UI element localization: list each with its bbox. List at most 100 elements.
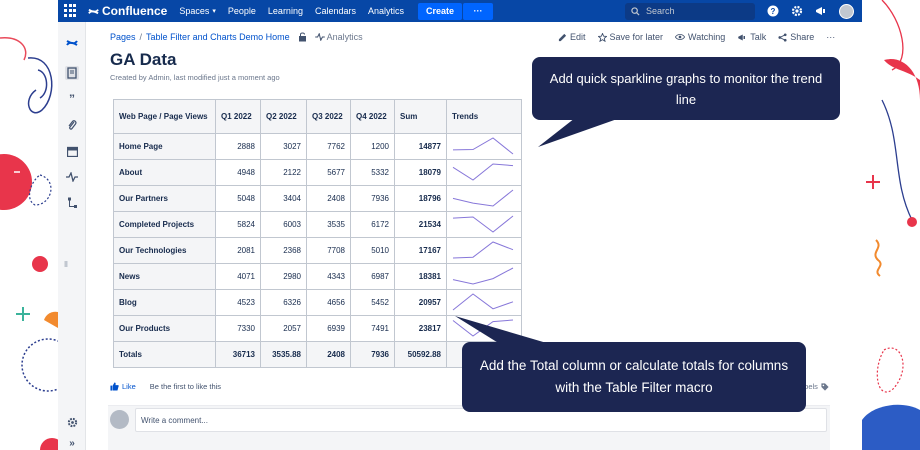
like-prompt: Be the first to like this [149, 382, 222, 391]
more-actions-button[interactable]: ··· [826, 32, 836, 42]
cell-sum: 20957 [394, 289, 447, 316]
save-for-later-button[interactable]: Save for later [597, 32, 664, 42]
sparkline-line [452, 162, 514, 181]
sparkline [452, 189, 514, 207]
nav-people[interactable]: People [227, 6, 256, 16]
help-icon[interactable]: ? [767, 5, 779, 17]
nav-learning[interactable]: Learning [267, 6, 303, 16]
cell-q1: 5048 [215, 185, 261, 212]
breadcrumb-pages[interactable]: Pages [110, 32, 136, 42]
column-header-q3[interactable]: Q3 2022 [306, 99, 351, 134]
cell-q1: 5824 [215, 211, 261, 238]
tag-icon [821, 382, 829, 391]
left-sidebar: ” ‖ » [58, 22, 86, 450]
sparkline-line [452, 215, 514, 233]
cell-q1: 4071 [215, 263, 261, 290]
trend-cell [446, 211, 522, 238]
row-page-name: Our Technologies [113, 237, 216, 264]
restrictions-lock-icon[interactable] [298, 32, 307, 42]
row-page-name: Blog [113, 289, 216, 316]
row-page-name: Our Partners [113, 185, 216, 212]
app-switcher-icon[interactable] [64, 4, 78, 18]
edit-button[interactable]: Edit [558, 32, 586, 42]
trend-cell [446, 289, 522, 316]
svg-text:?: ? [771, 7, 776, 16]
share-label: Share [790, 32, 815, 42]
confluence-logo-icon [88, 8, 99, 14]
sparkline [452, 267, 514, 285]
eye-icon [675, 34, 686, 40]
cell-q4: 7936 [350, 185, 395, 212]
sparkline [452, 292, 514, 310]
column-header-sum[interactable]: Sum [394, 99, 447, 134]
column-header-q2[interactable]: Q2 2022 [260, 99, 307, 134]
row-page-name: Our Products [113, 315, 216, 342]
confluence-home-icon[interactable] [65, 36, 79, 50]
row-page-name: About [113, 159, 216, 186]
search-input[interactable]: Search [625, 2, 755, 20]
nav-analytics[interactable]: Analytics [367, 6, 404, 16]
create-more-button[interactable]: ··· [463, 2, 494, 20]
blog-quote-icon[interactable]: ” [69, 92, 75, 106]
labels-link[interactable]: abels [800, 382, 829, 391]
analytics-pulse-icon[interactable] [65, 170, 79, 184]
cell-q3: 3535 [306, 211, 351, 238]
sparkline [452, 240, 514, 258]
sidebar-settings-gear-icon[interactable] [65, 415, 79, 429]
calendar-icon[interactable] [65, 144, 79, 158]
settings-gear-icon[interactable] [791, 5, 803, 17]
save-for-later-label: Save for later [609, 32, 664, 42]
chevron-down-icon: ▾ [212, 8, 216, 15]
totals-row: Totals 36713 3535.88 2408 7936 50592.88 [113, 341, 522, 368]
attachments-paperclip-icon[interactable] [65, 118, 79, 132]
totals-label: Totals [113, 341, 216, 368]
sparkline-line [452, 136, 514, 154]
cell-q4: 5332 [350, 159, 395, 186]
row-page-name: News [113, 263, 216, 290]
breadcrumb-parent-page[interactable]: Table Filter and Charts Demo Home [146, 32, 290, 42]
row-page-name: Home Page [113, 133, 216, 160]
cell-q2: 3027 [260, 133, 307, 160]
cell-q2: 2122 [260, 159, 307, 186]
like-button[interactable]: Like [110, 382, 136, 391]
watching-button[interactable]: Watching [675, 32, 725, 42]
talk-button[interactable]: Talk [737, 32, 766, 42]
cell-sum: 18079 [394, 159, 447, 186]
cell-q3: 4343 [306, 263, 351, 290]
column-header-q1[interactable]: Q1 2022 [215, 99, 261, 134]
hierarchy-tree-icon[interactable] [65, 196, 79, 210]
cell-q3: 6939 [306, 315, 351, 342]
pencil-icon [558, 33, 567, 41]
column-header-page[interactable]: Web Page / Page Views [113, 99, 216, 134]
cell-q1: 4948 [215, 159, 261, 186]
table-row: Blog 4523 6326 4656 5452 20957 [113, 289, 522, 316]
share-button[interactable]: Share [778, 32, 814, 42]
search-placeholder: Search [646, 6, 675, 16]
notifications-megaphone-icon[interactable] [815, 5, 827, 17]
analytics-link[interactable]: Analytics [314, 32, 363, 42]
trend-cell [446, 315, 522, 342]
confluence-logo[interactable]: Confluence [88, 4, 167, 18]
cell-q4: 5010 [350, 237, 395, 264]
sparkline-line [452, 189, 514, 207]
pages-icon[interactable] [65, 66, 79, 80]
sidebar-resize-handle[interactable]: ‖ [64, 259, 68, 269]
column-header-q4[interactable]: Q4 2022 [350, 99, 395, 134]
user-avatar[interactable] [839, 3, 854, 19]
app-name: Confluence [102, 4, 168, 18]
create-button[interactable]: Create [418, 2, 463, 20]
labels-label: abels [800, 382, 818, 391]
table-row: Our Products 7330 2057 6939 7491 23817 [113, 315, 522, 342]
sparkline [452, 162, 514, 181]
total-sum: 50592.88 [394, 341, 447, 368]
column-header-trends[interactable]: Trends [446, 99, 522, 134]
nav-spaces[interactable]: Spaces ▾ [179, 6, 216, 16]
expand-sidebar-chevrons-icon[interactable]: » [69, 437, 75, 449]
trend-cell [446, 133, 522, 160]
page-byline: Created by Admin, last modified just a m… [110, 73, 280, 82]
trend-cell [446, 159, 522, 186]
like-label: Like [122, 382, 136, 391]
nav-calendars[interactable]: Calendars [314, 6, 356, 16]
cell-q3: 5677 [306, 159, 351, 186]
edit-label: Edit [570, 32, 586, 42]
